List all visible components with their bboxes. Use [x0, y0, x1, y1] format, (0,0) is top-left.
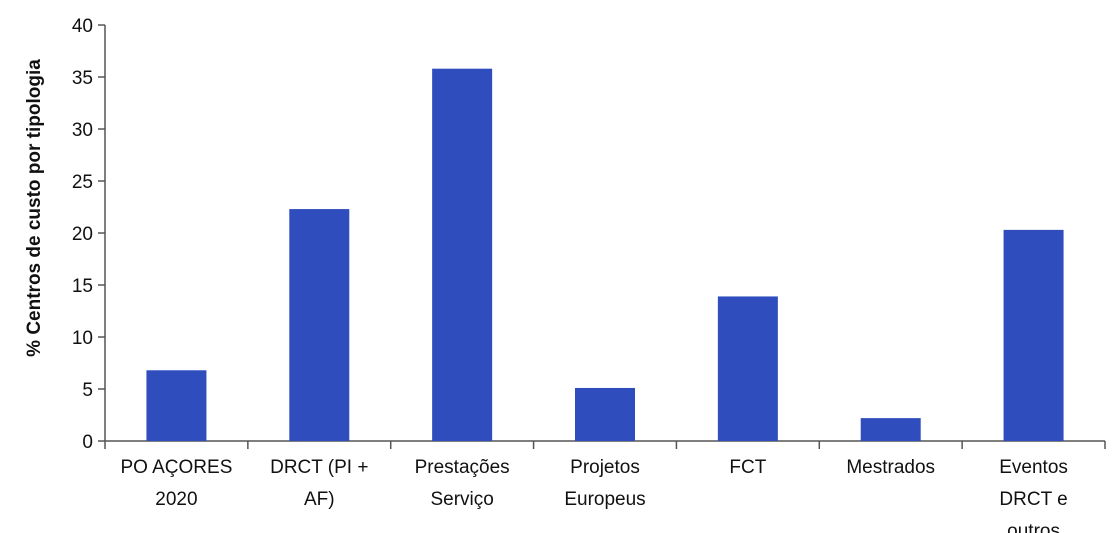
y-tick-label: 15 — [72, 276, 93, 297]
y-tick-label: 20 — [72, 224, 93, 245]
x-tick-label: FCT — [729, 457, 766, 478]
bars — [146, 68, 1064, 442]
y-tick-label: 40 — [72, 16, 93, 37]
bar — [575, 387, 635, 441]
y-axis-title: % Centros de custo por tipologia — [24, 59, 45, 357]
y-tick-label: 25 — [72, 172, 93, 193]
bar — [860, 418, 921, 441]
y-tick-label: 0 — [82, 432, 93, 453]
bar — [146, 370, 207, 441]
bar — [1003, 229, 1064, 441]
bar — [432, 68, 493, 442]
x-tick-label: DRCT (PI + AF) — [270, 457, 368, 510]
x-axis — [104, 440, 1106, 449]
x-tick-label: Mestrados — [846, 457, 935, 478]
y-tick-label: 10 — [72, 328, 93, 349]
category-labels: PO AÇORES 2020 DRCT (PI + AF) Prestações Serv… — [120, 457, 1067, 533]
y-tick-label: 5 — [82, 380, 93, 401]
y-tick-label: 30 — [72, 120, 93, 141]
x-tick-label: PO AÇORES 2020 — [120, 457, 232, 510]
y-axis: 0 5 10 15 20 25 30 35 40 — [72, 16, 106, 453]
x-tick-label: Prestações Serviço — [415, 457, 510, 510]
y-tick-label: 35 — [72, 68, 93, 89]
x-tick-label: Eventos DRCT e outros — [999, 457, 1068, 533]
bar — [717, 296, 778, 441]
x-tick-label: Projetos Europeus — [564, 457, 645, 510]
bar — [289, 209, 350, 441]
